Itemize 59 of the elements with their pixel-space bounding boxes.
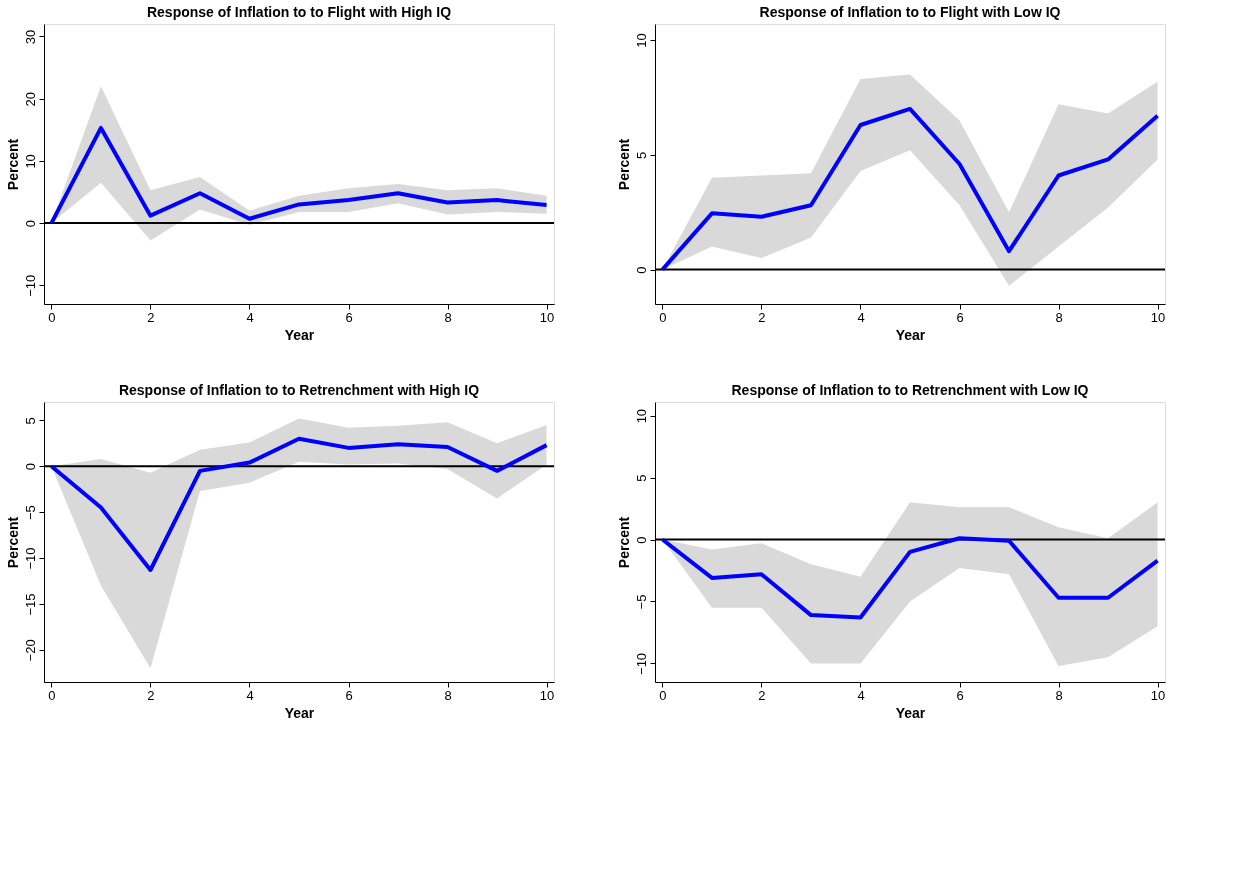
x-tick-label: 0 xyxy=(48,687,56,703)
line-series xyxy=(49,436,549,572)
x-tick-label: 2 xyxy=(147,309,155,325)
x-tick-label: 8 xyxy=(1055,687,1063,703)
x-tick-label: 4 xyxy=(857,687,865,703)
y-tick-label: −5 xyxy=(633,594,649,610)
y-tick-label: 0 xyxy=(22,219,38,228)
x-tick-label: 0 xyxy=(659,309,667,325)
chart-title: Response of Inflation to to Retrenchment with Low IQ xyxy=(731,382,1089,398)
chart-title: Response of Inflation to to Flight with Low IQ xyxy=(759,4,1061,20)
y-tick-label: −10 xyxy=(22,547,38,570)
y-tick-label: −10 xyxy=(633,652,649,675)
x-tick-label: 6 xyxy=(956,687,964,703)
x-tick-label: 2 xyxy=(758,309,766,325)
y-tick-label: 20 xyxy=(22,91,38,107)
x-tick-label: 2 xyxy=(758,687,766,703)
y-tick-label: −10 xyxy=(22,274,38,297)
chart-title: Response of Inflation to to Retrenchment with High IQ xyxy=(118,382,480,398)
y-tick-label: 5 xyxy=(22,417,38,425)
y-tick-label: −20 xyxy=(22,639,38,662)
y-tick-label: 5 xyxy=(633,474,649,482)
y-axis-title: Percent xyxy=(615,516,632,569)
y-tick-label: 10 xyxy=(22,154,38,169)
line-series xyxy=(660,106,1160,272)
x-tick-label: 10 xyxy=(539,687,555,703)
x-axis-title: Year xyxy=(895,704,926,721)
y-tick-label: −15 xyxy=(22,593,38,616)
x-axis-title: Year xyxy=(284,326,315,343)
x-axis-title: Year xyxy=(284,704,315,721)
y-tick-label: −5 xyxy=(22,505,38,521)
y-tick-label: 10 xyxy=(633,408,649,424)
y-tick-label: 0 xyxy=(633,266,649,274)
x-tick-label: 8 xyxy=(1055,309,1063,325)
x-tick-label: 0 xyxy=(48,309,56,325)
x-tick-label: 10 xyxy=(1150,309,1166,325)
line-series xyxy=(49,125,549,226)
x-tick-label: 4 xyxy=(246,309,254,325)
chart-title: Response of Inflation to to Flight with High IQ xyxy=(146,4,452,20)
x-tick-label: 0 xyxy=(659,687,667,703)
y-tick-label: 5 xyxy=(633,151,649,159)
y-axis-title: Percent xyxy=(4,138,21,191)
x-tick-label: 10 xyxy=(539,309,555,325)
x-tick-label: 4 xyxy=(246,687,254,703)
y-tick-label: 0 xyxy=(633,536,649,544)
y-axis-title: Percent xyxy=(615,138,632,191)
x-tick-label: 8 xyxy=(444,309,452,325)
x-tick-label: 6 xyxy=(956,309,964,325)
x-axis-title: Year xyxy=(895,326,926,343)
x-tick-label: 8 xyxy=(444,687,452,703)
y-axis-title: Percent xyxy=(4,516,21,569)
y-tick-label: 30 xyxy=(22,29,38,45)
x-tick-label: 6 xyxy=(345,687,353,703)
x-tick-label: 2 xyxy=(147,687,155,703)
x-tick-label: 4 xyxy=(857,309,865,325)
y-tick-label: 0 xyxy=(22,463,38,471)
x-tick-label: 6 xyxy=(345,309,353,325)
x-tick-label: 10 xyxy=(1150,687,1166,703)
y-tick-label: 10 xyxy=(633,33,649,48)
line-series xyxy=(660,536,1160,620)
